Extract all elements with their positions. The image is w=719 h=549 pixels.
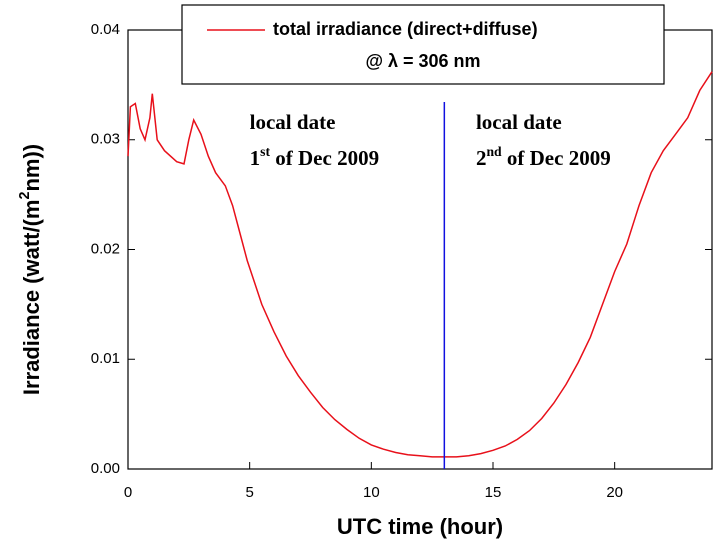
text-part: of Dec 2009	[502, 146, 611, 170]
x-tick-label: 15	[485, 484, 502, 501]
text-part: 1	[250, 146, 261, 170]
y-tick-label: 0.04	[91, 21, 120, 38]
text-part: Irradiance (watt/(m	[19, 200, 44, 396]
text-part: 2	[476, 146, 487, 170]
annotation: local date	[476, 110, 562, 134]
annotation: 2nd of Dec 2009	[476, 144, 611, 170]
y-tick-label: 0.03	[91, 131, 120, 148]
x-tick-label: 0	[124, 484, 132, 501]
text-part: local date	[250, 110, 336, 134]
text-part: nm))	[19, 144, 44, 192]
superscript: nd	[486, 144, 502, 159]
text-part: of Dec 2009	[270, 146, 379, 170]
x-tick-label: 20	[606, 484, 623, 501]
x-axis-label: UTC time (hour)	[337, 514, 503, 539]
y-tick-label: 0.02	[91, 240, 120, 257]
x-tick-label: 10	[363, 484, 380, 501]
legend-box	[181, 4, 665, 85]
y-tick-label: 0.01	[91, 350, 120, 367]
x-tick-label: 5	[245, 484, 253, 501]
superscript: 2	[17, 192, 33, 200]
legend-label: total irradiance (direct+diffuse)	[273, 19, 538, 39]
y-axis-label: Irradiance (watt/(m2nm))	[17, 144, 44, 395]
text-part: local date	[476, 110, 562, 134]
annotation: local date	[250, 110, 336, 134]
annotation: 1st of Dec 2009	[250, 144, 379, 170]
legend-note: @ λ = 306 nm	[365, 51, 480, 71]
superscript: st	[260, 144, 270, 159]
data-line	[127, 71, 713, 458]
y-tick-label: 0.00	[91, 460, 120, 477]
